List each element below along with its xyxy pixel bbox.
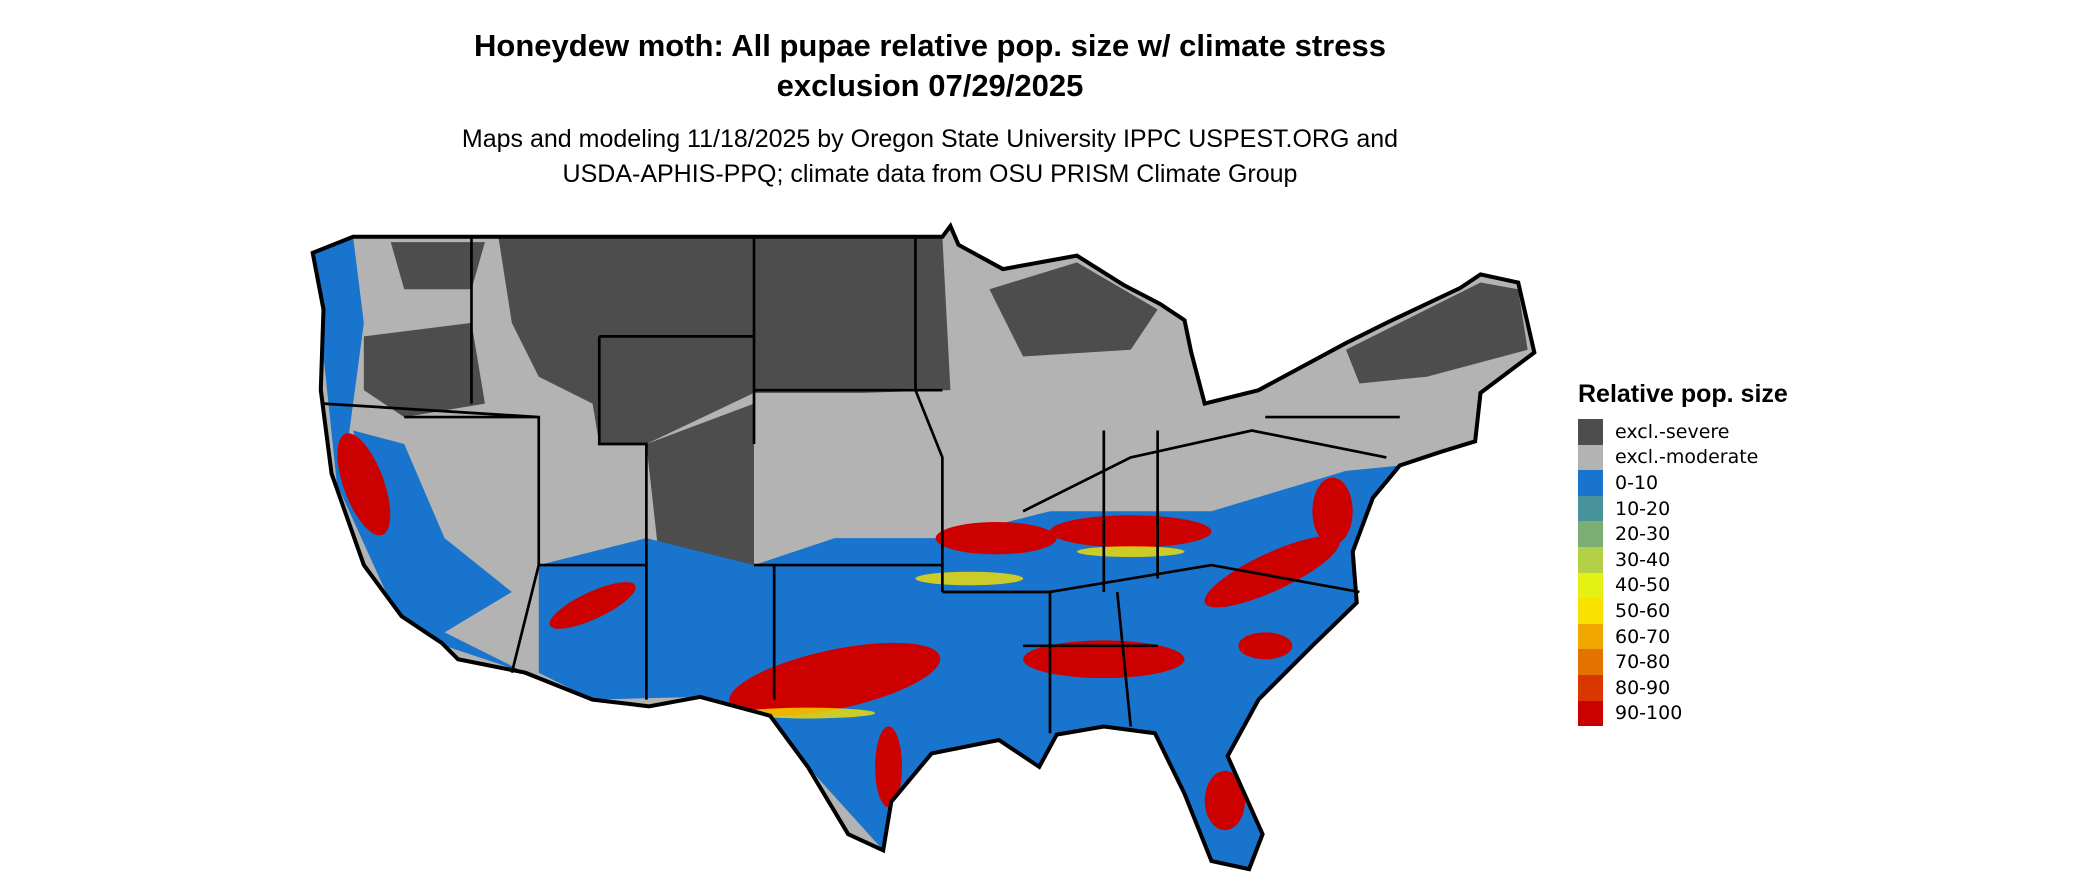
legend-label: 20-30 [1615, 523, 1671, 546]
legend-label: 30-40 [1615, 548, 1671, 571]
legend-swatch [1578, 444, 1603, 471]
legend-swatch [1578, 419, 1603, 445]
ninety-to-hundred-regions [337, 433, 1353, 831]
legend-swatch [1578, 598, 1603, 624]
legend-swatch [1578, 700, 1603, 727]
legend-label: excl.-moderate [1615, 446, 1759, 469]
legend-item: excl.-moderate [1578, 444, 1788, 471]
legend-label: 90-100 [1615, 702, 1683, 725]
legend-item: 70-80 [1578, 649, 1788, 675]
legend-item: 80-90 [1578, 674, 1788, 701]
excl-severe-regions [363, 236, 1528, 592]
map-title-line1: Honeydew moth: All pupae relative pop. s… [474, 28, 1386, 63]
legend-label: 50-60 [1615, 599, 1671, 622]
legend-label: 10-20 [1615, 497, 1671, 520]
legend-item: 20-30 [1578, 521, 1788, 547]
legend-swatch [1578, 470, 1603, 496]
legend-items: excl.-severe excl.-moderate 0-10 10-20 20-30… [1578, 419, 1788, 727]
state-borders [313, 226, 1535, 869]
legend-label: 80-90 [1615, 676, 1671, 699]
legend-swatch [1578, 674, 1603, 701]
legend-swatch [1578, 521, 1603, 547]
legend-label: 60-70 [1615, 625, 1671, 648]
legend-swatch [1578, 546, 1603, 573]
map-subtitle-line1: Maps and modeling 11/18/2025 by Oregon S… [461, 125, 1399, 153]
legend-label: 70-80 [1615, 651, 1671, 674]
legend-item: 30-40 [1578, 546, 1788, 573]
legend-item: 10-20 [1578, 495, 1788, 522]
legend-swatch [1578, 623, 1603, 650]
legend-item: 60-70 [1578, 623, 1788, 650]
legend-item: excl.-severe [1578, 419, 1788, 445]
map-title-line2: exclusion 07/29/2025 [776, 68, 1084, 103]
legend-item: 40-50 [1578, 572, 1788, 599]
legend-swatch [1578, 495, 1603, 522]
legend-item: 50-60 [1578, 598, 1788, 624]
legend-label: 40-50 [1615, 574, 1671, 597]
legend-label: 0-10 [1615, 471, 1659, 494]
legend-swatch [1578, 572, 1603, 599]
legend: Relative pop. size excl.-severe excl.-mod… [1578, 380, 1788, 727]
legend-label: excl.-severe [1615, 420, 1730, 443]
legend-item: 90-100 [1578, 700, 1788, 727]
legend-swatch [1578, 649, 1603, 675]
legend-item: 0-10 [1578, 470, 1788, 496]
legend-title: Relative pop. size [1578, 380, 1788, 408]
map-subtitle-line2: USDA-APHIS-PPQ; climate data from OSU PR… [562, 160, 1298, 188]
